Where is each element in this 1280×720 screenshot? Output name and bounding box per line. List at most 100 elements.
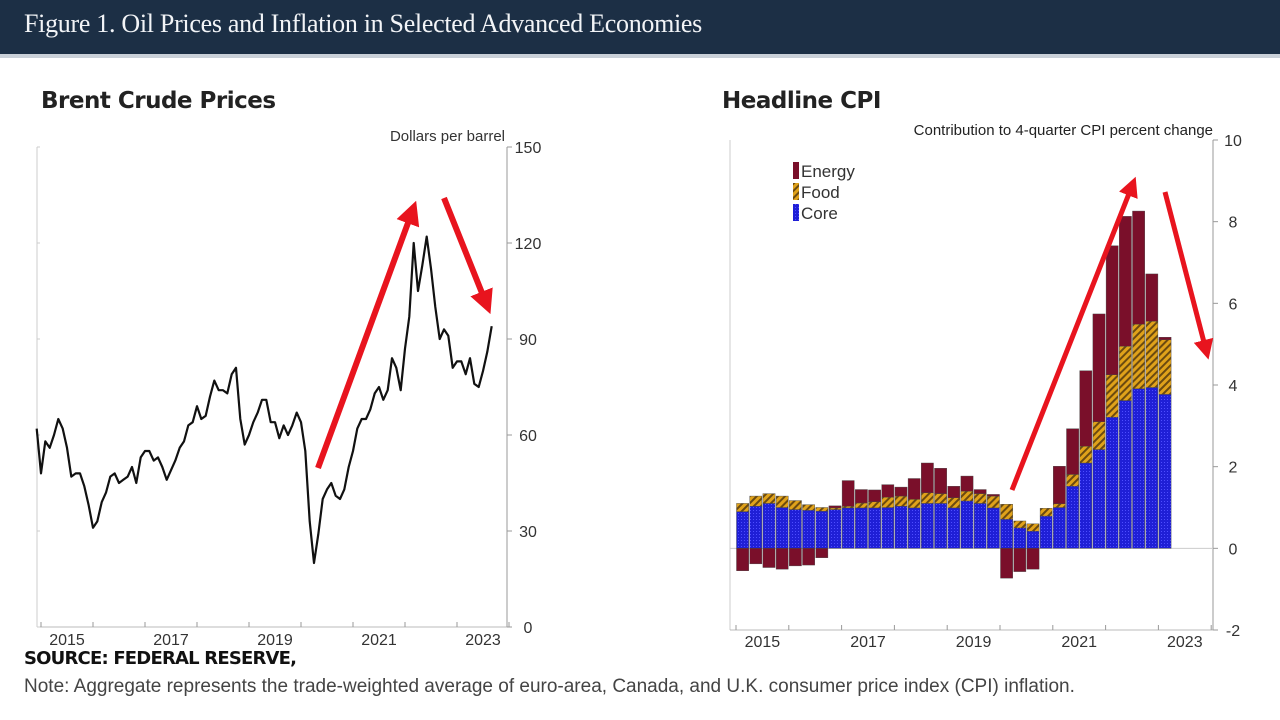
cpi-bar-core [934,503,947,549]
cpi-bar-core [1092,449,1106,549]
cpi-y-tick-label: 6 [1229,296,1238,313]
cpi-bar-energy [1158,337,1172,340]
brent-chart-title: Brent Crude Prices [41,88,276,114]
cpi-bar-food [881,497,895,508]
cpi-bar-core [1132,388,1145,549]
brent-y-axis-label: Dollars per barrel [390,128,505,145]
cpi-bar-energy [749,548,763,565]
cpi-bar-food [749,495,763,507]
cpi-bar-energy [789,548,802,567]
cpi-bar-core [815,510,829,549]
cpi-bar-food [894,495,908,507]
cpi-bar-core [1079,462,1093,549]
cpi-bar-energy [855,489,868,504]
brent-x-tick-label: 2017 [153,632,189,649]
cpi-bar-core [749,506,763,549]
cpi-bar-core [1119,400,1132,549]
cpi-bar-energy [921,462,934,494]
cpi-bar-core [736,511,749,549]
cpi-bar-core [775,507,789,549]
cpi-bar-energy [881,484,895,498]
cpi-bar-core [762,503,776,549]
cpi-y-tick-label: 0 [1229,541,1238,558]
cpi-bar-core [1053,507,1066,549]
cpi-bar-core [907,507,921,549]
cpi-bar-food [1105,374,1119,418]
brent-x-tick-label: 2021 [361,632,397,649]
cpi-bar-core [1066,486,1079,549]
cpi-bar-food [947,497,961,509]
cpi-bar-food [1039,508,1053,517]
cpi-bar-energy [960,475,974,492]
cpi-bar-food [1053,503,1066,508]
cpi-bar-energy [1026,548,1040,570]
cpi-down-arrow [1162,191,1214,360]
cpi-bar-energy [973,489,987,494]
cpi-bar-energy [1119,216,1132,347]
cpi-bar-food [1026,523,1040,532]
cpi-bar-food [973,493,987,504]
cpi-bar-core [921,503,934,549]
cpi-bar-core [1145,387,1159,549]
cpi-x-tick-label: 2017 [850,634,886,651]
cpi-bar-core [1000,519,1013,549]
cpi-bar-food [1079,446,1093,464]
cpi-bar-food [987,495,1000,509]
cpi-bar-core [1105,417,1119,549]
cpi-bar-energy [775,548,789,570]
legend-swatch-energy [793,162,799,179]
cpi-bar-food [868,501,881,509]
cpi-bar-core [987,507,1000,549]
cpi-bar-energy [1079,370,1093,447]
brent-y-tick-label: 30 [519,524,537,541]
cpi-bar-energy [1013,548,1027,572]
brent-up-arrow [315,200,420,470]
cpi-bar-food [921,492,934,504]
figure-header: Figure 1. Oil Prices and Inflation in Se… [0,0,1280,58]
cpi-y-tick-label: 2 [1229,460,1238,477]
cpi-bar-energy [1145,273,1159,322]
source-text: SOURCE: FEDERAL RESERVE, [24,648,297,669]
brent-x-tick-label: 2015 [49,632,85,649]
cpi-bar-energy [762,548,776,568]
cpi-bar-food [1158,339,1172,395]
cpi-bar-food [1092,421,1106,450]
cpi-bar-core [1026,530,1040,549]
cpi-bar-energy [1092,313,1106,422]
cpi-bar-core [960,500,974,549]
brent-y-tick-label: 120 [515,236,542,253]
legend-label-core: Core [801,204,838,223]
cpi-bar-food [802,504,815,511]
cpi-chart-title: Headline CPI [722,88,881,114]
cpi-bar-energy [802,548,815,566]
cpi-bar-core [1158,394,1172,549]
brent-price-line [35,235,493,565]
cpi-bar-energy [1066,428,1079,475]
cpi-bar-energy [868,489,881,502]
cpi-bar-core [973,503,987,549]
cpi-bar-food [1145,321,1159,388]
legend-label-food: Food [801,183,840,202]
cpi-x-tick-label: 2023 [1167,634,1203,651]
cpi-bar-core [881,507,895,549]
cpi-bar-energy [907,478,921,500]
brent-y-tick-label: 90 [519,332,537,349]
cpi-bar-food [736,503,749,512]
note-text: Note: Aggregate represents the trade-wei… [24,676,1075,697]
cpi-bar-core [1039,515,1053,549]
brent-y-tick-label: 150 [515,140,542,157]
cpi-bar-energy [736,548,749,571]
brent-x-tick-label: 2019 [257,632,293,649]
cpi-y-tick-label: -2 [1226,623,1240,640]
cpi-bar-energy [828,505,842,509]
cpi-bar-food [815,507,829,512]
legend-swatch-core [793,204,799,221]
brent-y-tick-label: 0 [524,620,533,637]
cpi-bar-food [1132,323,1145,389]
cpi-bar-food [907,499,921,509]
cpi-x-tick-label: 2019 [956,634,992,651]
cpi-bar-food [1013,520,1027,529]
cpi-y-tick-label: 4 [1229,378,1238,395]
legend-swatch-food [793,183,799,200]
